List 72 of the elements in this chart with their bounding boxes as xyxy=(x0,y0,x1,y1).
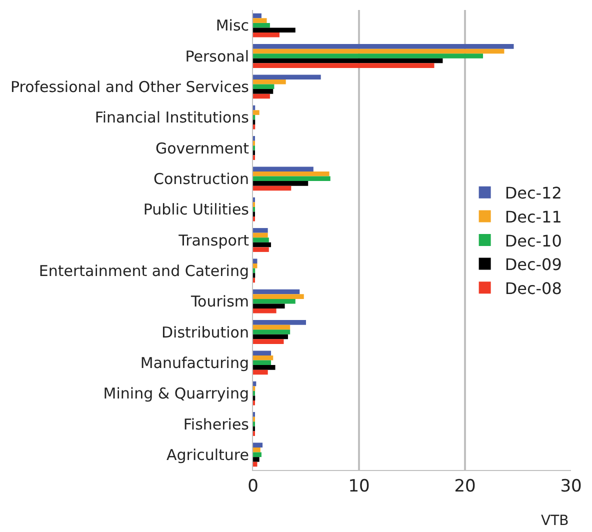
y-tick-label: Financial Institutions xyxy=(94,108,250,127)
bar xyxy=(253,28,296,33)
bar xyxy=(253,242,272,248)
bar xyxy=(253,442,263,448)
bar xyxy=(253,181,308,186)
bar xyxy=(253,370,268,375)
bar xyxy=(253,32,280,38)
y-tick-label: Professional and Other Services xyxy=(10,78,250,96)
bar xyxy=(253,330,290,334)
y-tick-label: Tourism xyxy=(190,292,249,311)
y-tick-label: Personal xyxy=(185,47,249,66)
y-tick-label: Agriculture xyxy=(166,446,249,464)
y-tick-label: Distribution xyxy=(161,323,249,342)
y-tick-label: Manufacturing xyxy=(140,354,249,372)
bar xyxy=(253,228,268,233)
bar xyxy=(253,176,330,182)
bar xyxy=(253,89,274,94)
bar xyxy=(253,360,272,366)
x-tick-label: 10 xyxy=(348,476,370,496)
y-tick-label: Misc xyxy=(216,16,249,35)
bar xyxy=(253,452,262,458)
bar xyxy=(253,350,272,356)
y-tick-label: Mining & Quarrying xyxy=(103,384,249,403)
bar xyxy=(253,263,258,268)
bar xyxy=(253,247,269,252)
bar xyxy=(253,18,267,23)
legend-label: Dec-08 xyxy=(504,278,562,298)
bar xyxy=(253,22,270,28)
bar xyxy=(253,54,484,58)
bar xyxy=(253,79,286,84)
bar xyxy=(253,94,270,99)
bar xyxy=(253,334,288,340)
bar xyxy=(253,74,321,80)
bar xyxy=(253,186,292,191)
bar xyxy=(253,48,504,54)
y-tick-label: Entertainment and Catering xyxy=(38,262,249,280)
x-tick-label: 20 xyxy=(454,476,476,496)
x-tick-label: 30 xyxy=(560,476,582,496)
x-axis-title: VTB xyxy=(541,513,569,529)
bar xyxy=(253,258,258,264)
bar xyxy=(253,324,290,330)
bar xyxy=(253,320,306,325)
bar xyxy=(253,13,262,18)
bar xyxy=(253,308,276,314)
bar xyxy=(253,238,269,242)
y-tick-label: Transport xyxy=(178,231,250,250)
bar xyxy=(253,294,304,299)
legend-label: Dec-12 xyxy=(504,184,562,203)
bar xyxy=(253,171,330,176)
bar xyxy=(253,365,276,370)
bar xyxy=(253,110,260,115)
bar xyxy=(253,298,296,304)
legend-label: Dec-11 xyxy=(504,207,562,226)
legend-label: Dec-09 xyxy=(504,255,562,274)
y-tick-label: Public Utilities xyxy=(143,200,250,219)
bar xyxy=(253,304,285,309)
y-tick-label: Construction xyxy=(153,170,249,188)
bar xyxy=(253,166,314,172)
bar xyxy=(253,355,274,360)
bar xyxy=(253,63,434,68)
bar xyxy=(253,457,260,462)
y-tick-label: Government xyxy=(155,139,250,158)
bar xyxy=(253,44,514,49)
bar xyxy=(253,232,268,238)
bar xyxy=(253,447,260,452)
bar xyxy=(253,289,300,294)
x-tick-label: 0 xyxy=(248,476,258,496)
bar xyxy=(253,339,284,344)
bar xyxy=(253,58,443,64)
bar xyxy=(253,84,274,90)
legend-label: Dec-10 xyxy=(504,231,562,250)
y-tick-label: Fisheries xyxy=(183,415,250,434)
